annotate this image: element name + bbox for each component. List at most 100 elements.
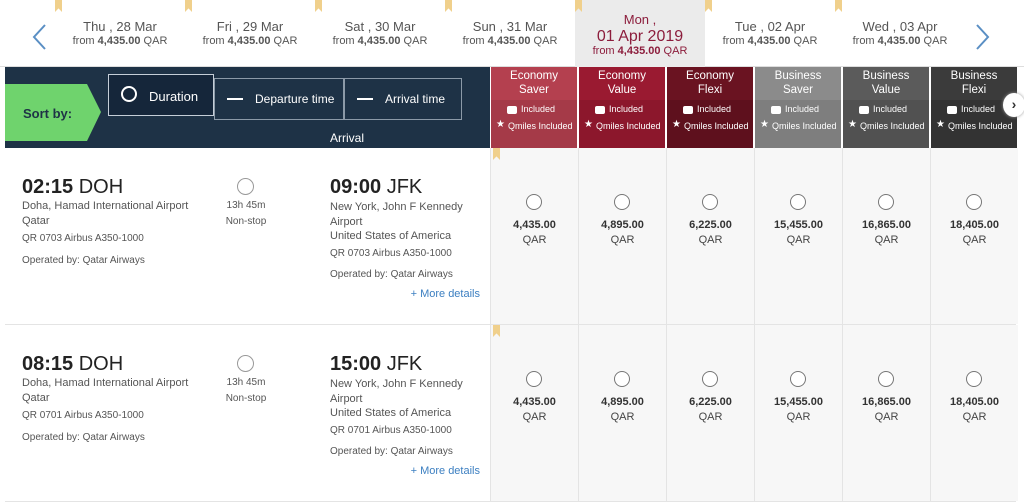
fare-cell[interactable]: 6,225.00 QAR — [666, 325, 754, 501]
fare-cell[interactable]: 15,455.00 QAR — [754, 325, 842, 501]
radio[interactable] — [966, 371, 982, 387]
bag-icon — [771, 106, 781, 114]
fare-cell[interactable]: 4,435.00 QAR — [490, 148, 578, 324]
prev-arrow[interactable] — [30, 22, 50, 52]
more-details[interactable]: + More details — [410, 288, 480, 300]
stops: Non-stop — [225, 216, 267, 227]
price: 4,435.00 — [747, 35, 791, 47]
departure-airport: Doha, Hamad International Airport — [22, 377, 189, 389]
sort-option[interactable]: Duration — [108, 74, 214, 116]
date-label: Tue , 02 Apr — [734, 19, 806, 34]
fare-cell[interactable]: 18,405.00 QAR — [930, 325, 1018, 501]
radio[interactable] — [614, 371, 630, 387]
fare-cell[interactable]: 16,865.00 QAR — [842, 148, 930, 324]
clock-icon — [237, 355, 254, 372]
fare-cell[interactable]: 4,435.00 QAR — [490, 325, 578, 501]
bookmark — [493, 325, 500, 337]
fare-name: Flexi — [961, 84, 987, 96]
price: 4,435.00 — [513, 219, 556, 231]
flight-number: QR 0703 Airbus A350-1000 — [330, 248, 452, 259]
more-details[interactable]: + More details — [410, 465, 480, 477]
baggage: Included — [521, 104, 556, 114]
price: 6,225.00 — [689, 396, 732, 408]
date-tab[interactable]: Fri , 29 Mar from 4,435.00 QAR — [185, 0, 315, 67]
weekday: Mon , — [623, 12, 657, 27]
airport-code: DOH — [78, 176, 124, 198]
radio[interactable] — [526, 194, 542, 210]
departure-country: Qatar — [22, 392, 50, 404]
arrival-time: 15:00 JFK — [330, 353, 422, 376]
radio[interactable] — [878, 194, 894, 210]
sort-option-label: Departure time — [255, 92, 335, 106]
from: from — [202, 35, 225, 47]
currency: QAR — [874, 411, 899, 423]
star-icon: ★ — [760, 119, 769, 130]
departure-time: 02:15 DOH — [22, 176, 123, 199]
price: 4,435.00 — [227, 35, 271, 47]
from: from — [592, 45, 615, 57]
fare-cell[interactable]: 15,455.00 QAR — [754, 148, 842, 324]
from: from — [332, 35, 355, 47]
currency: QAR — [403, 35, 428, 47]
fare-cell[interactable]: 4,895.00 QAR — [578, 148, 666, 324]
baggage: Included — [609, 104, 644, 114]
sort-option[interactable]: Departure time — [214, 78, 344, 120]
fare-cell[interactable]: 16,865.00 QAR — [842, 325, 930, 501]
date-tab[interactable]: Wed , 03 Apr from 4,435.00 QAR — [835, 0, 965, 67]
fare-cell[interactable]: 18,405.00 QAR — [930, 148, 1018, 324]
star-icon: ★ — [936, 119, 945, 130]
operator: Operated by: Qatar Airways — [22, 432, 145, 443]
radio[interactable] — [966, 194, 982, 210]
airport-code: JFK — [386, 353, 423, 375]
date-price: from 4,435.00 QAR — [185, 35, 315, 47]
bookmark — [445, 0, 452, 12]
price: 4,895.00 — [601, 396, 644, 408]
baggage: Included — [873, 104, 908, 114]
radio[interactable] — [614, 194, 630, 210]
arrival-airport: New York, John F Kennedy Airport — [330, 201, 463, 228]
date-price: from 4,435.00 QAR — [835, 35, 965, 47]
bag-icon — [683, 106, 693, 114]
date-label: Sat , 30 Mar — [344, 19, 416, 34]
date-tab[interactable]: Sat , 30 Mar from 4,435.00 QAR — [315, 0, 445, 67]
airport-code: JFK — [386, 176, 423, 198]
sort-option-label: Duration — [149, 89, 199, 104]
fare-name: Value — [871, 84, 901, 96]
star-icon: ★ — [672, 119, 681, 130]
sort-option[interactable]: Arrival time — [344, 78, 462, 120]
date-bar: Thu , 28 Mar from 4,435.00 QAR Fri , 29 Ma… — [0, 0, 1024, 67]
price: 6,225.00 — [689, 219, 732, 231]
clock-icon — [237, 178, 254, 195]
operator: Operated by: Qatar Airways — [330, 269, 453, 280]
radio[interactable] — [790, 371, 806, 387]
radio[interactable] — [702, 371, 718, 387]
date-tab[interactable]: Tue , 02 Apr from 4,435.00 QAR — [705, 0, 835, 67]
bag-icon — [595, 106, 605, 114]
fare-features — [755, 100, 841, 148]
baggage: Included — [785, 104, 820, 114]
radio[interactable] — [702, 194, 718, 210]
price: 16,865.00 — [862, 219, 911, 231]
price: 4,435.00 — [617, 45, 661, 57]
star-icon: ★ — [848, 119, 857, 130]
price: 4,435.00 — [357, 35, 401, 47]
currency: QAR — [698, 411, 723, 423]
bookmark — [575, 0, 582, 12]
row-divider — [5, 324, 1016, 325]
fare-cell[interactable]: 6,225.00 QAR — [666, 148, 754, 324]
qmiles: Qmiles Included — [596, 121, 661, 131]
currency: QAR — [923, 35, 948, 47]
fare-cell[interactable]: 4,895.00 QAR — [578, 325, 666, 501]
date-tab[interactable]: Sun , 31 Mar from 4,435.00 QAR — [445, 0, 575, 67]
date-tab[interactable]: Mon , 01 Apr 2019 from 4,435.00 QAR — [575, 0, 705, 67]
radio[interactable] — [790, 194, 806, 210]
arrival-country: United States of America — [330, 407, 452, 419]
radio[interactable] — [526, 371, 542, 387]
time: 09:00 — [330, 176, 382, 198]
next-arrow[interactable] — [972, 22, 992, 52]
departure-country: Qatar — [22, 215, 50, 227]
date-tab[interactable]: Thu , 28 Mar from 4,435.00 QAR — [55, 0, 185, 67]
next-fares[interactable]: › — [1003, 93, 1024, 117]
radio[interactable] — [878, 371, 894, 387]
baggage: Included — [697, 104, 732, 114]
